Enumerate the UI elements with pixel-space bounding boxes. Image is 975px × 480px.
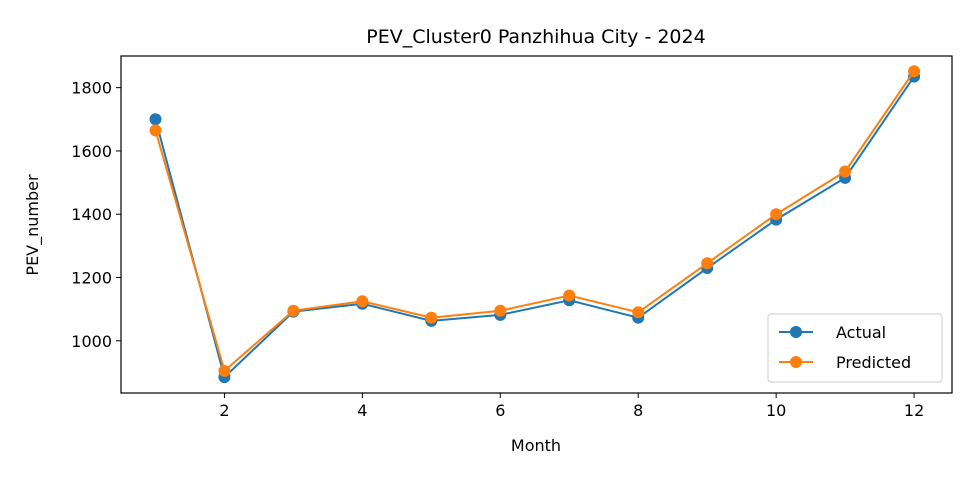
plot-frame [120,55,953,394]
series-line-actual [154,76,915,380]
legend: Actual Predicted [767,313,943,383]
y-tick-label: 1000 [71,332,112,351]
legend-marker-actual [790,326,802,338]
x-tick-label: 8 [633,401,643,420]
data-point-predicted [425,311,438,324]
data-point-predicted [218,364,231,377]
x-tick-label: 2 [219,401,229,420]
data-point-predicted [356,295,369,308]
data-point-actual [149,113,162,126]
x-axis: 2 4 6 8 10 12 [219,393,924,420]
x-tick-label: 12 [904,401,924,420]
data-point-predicted [563,289,576,302]
x-tick-label: 10 [766,401,786,420]
chart-title: PEV_Cluster0 Panzhihua City - 2024 [366,26,705,48]
x-tick-label: 4 [357,401,367,420]
legend-label-actual: Actual [836,323,886,342]
x-axis-label: Month [511,436,561,455]
y-tick-label: 1800 [71,79,112,98]
data-point-predicted [908,65,921,78]
y-tick-label: 1600 [71,142,112,161]
y-axis: 1000 1200 1400 1600 1800 [71,79,121,351]
plot-area [149,65,921,384]
x-tick-label: 6 [495,401,505,420]
data-point-predicted [287,304,300,317]
data-point-predicted [839,165,852,178]
data-point-predicted [149,124,162,137]
data-point-predicted [770,208,783,221]
legend-marker-predicted [790,356,802,368]
legend-label-predicted: Predicted [836,353,911,372]
series-line-predicted [154,70,915,373]
data-point-predicted [494,304,507,317]
data-point-predicted [632,306,645,319]
y-tick-label: 1200 [71,269,112,288]
y-axis-label: PEV_number [23,174,43,276]
data-point-predicted [701,257,714,270]
y-tick-label: 1400 [71,205,112,224]
